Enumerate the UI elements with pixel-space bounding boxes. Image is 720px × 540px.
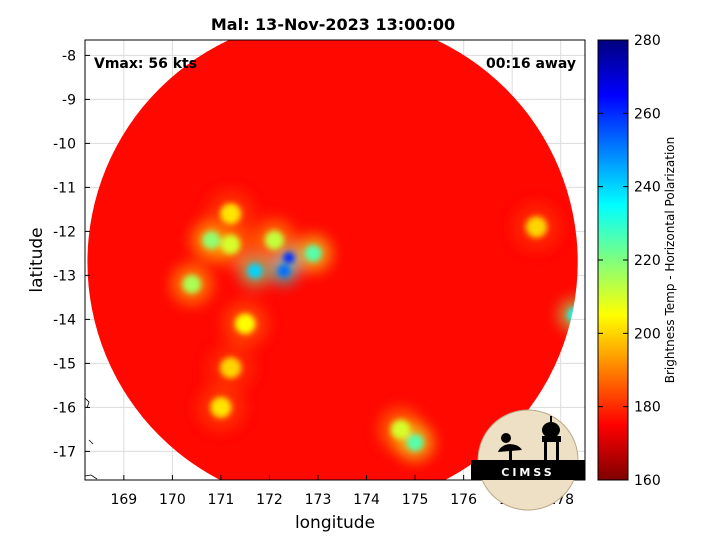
feature-point <box>234 313 256 335</box>
y-tick-label: -14 <box>53 312 76 328</box>
plot-frame <box>84 39 586 481</box>
colorbar-tick-label: 220 <box>634 253 661 269</box>
feature-point <box>220 234 241 255</box>
x-tick-label: 175 <box>402 492 429 508</box>
y-tick-label: -8 <box>62 48 76 64</box>
colorbar-tick-label: 260 <box>634 106 661 122</box>
y-axis-label: latitude <box>27 227 47 292</box>
convective-features <box>182 203 578 452</box>
feature-point <box>220 203 242 225</box>
chart-title: Mal: 13-Nov-2023 13:00:00 <box>211 15 455 34</box>
x-tick-label: 176 <box>450 492 477 508</box>
y-tick-label: -10 <box>53 136 76 152</box>
feature-point <box>210 396 232 418</box>
cimss-logo: CIMSS <box>471 409 585 511</box>
feature-point <box>525 216 548 238</box>
feature-point <box>247 263 263 279</box>
x-tick-label: 172 <box>256 492 283 508</box>
feature-point <box>304 244 322 262</box>
y-axis-ticks: -8 -9 -10 -11 -12 -13 -14 -15 -16 -17 <box>53 48 90 460</box>
vmax-annotation: Vmax: 56 kts <box>94 56 197 72</box>
colorbar-tick-label: 180 <box>634 400 661 416</box>
time-away-annotation: 00:16 away <box>486 56 576 72</box>
x-axis-label: longitude <box>295 513 375 533</box>
colorbar-ticks: 160 180 200 220 240 260 280 <box>598 33 661 489</box>
colorbar-tick-label: 280 <box>634 33 661 49</box>
feature-point <box>277 264 291 278</box>
y-tick-label: -13 <box>53 268 76 284</box>
y-tick-label: -16 <box>53 400 76 416</box>
x-tick-label: 170 <box>159 492 186 508</box>
y-tick-label: -17 <box>53 444 76 460</box>
y-tick-label: -9 <box>62 92 76 108</box>
feature-point <box>202 231 221 250</box>
colorbar-tick-label: 240 <box>634 180 661 196</box>
y-tick-label: -11 <box>53 180 76 196</box>
colorbar-tick-label: 200 <box>634 326 661 342</box>
y-tick-label: -15 <box>53 356 76 372</box>
y-tick-label: -12 <box>53 224 76 240</box>
colorbar-label: Brightness Temp - Horizontal Polarizatio… <box>663 137 677 384</box>
x-tick-label: 173 <box>305 492 332 508</box>
logo-text: CIMSS <box>501 466 554 479</box>
x-tick-label: 171 <box>208 492 235 508</box>
x-tick-label: 169 <box>110 492 137 508</box>
feature-point <box>406 434 424 452</box>
coastline <box>85 397 98 480</box>
feature-point <box>264 230 284 250</box>
feature-point <box>182 274 202 294</box>
feature-point <box>219 357 242 379</box>
feature-point <box>283 252 295 264</box>
feature-point <box>390 419 411 440</box>
x-tick-label: 174 <box>353 492 380 508</box>
colorbar-tick-label: 160 <box>634 473 661 489</box>
